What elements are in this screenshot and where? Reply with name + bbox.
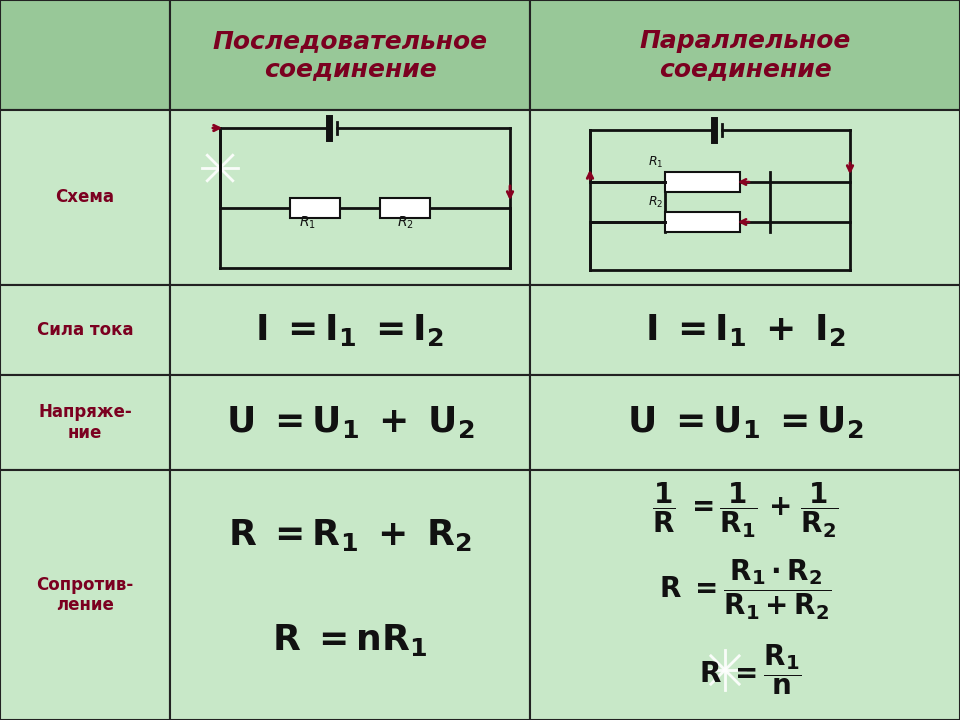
Bar: [530, 470, 960, 720]
Text: Схема: Схема: [56, 189, 114, 207]
Bar: [0, 0, 170, 110]
Bar: [170, 0, 530, 110]
Bar: [170, 110, 530, 285]
Text: $\mathbf{I\ =I_1\ +\ I_2}$: $\mathbf{I\ =I_1\ +\ I_2}$: [644, 312, 846, 348]
Text: $R_1$: $R_1$: [300, 215, 316, 231]
Text: $\mathbf{U\ =U_1\ =U_2}$: $\mathbf{U\ =U_1\ =U_2}$: [627, 405, 863, 441]
Bar: [665, 172, 740, 192]
Text: Сопротив-
ление: Сопротив- ление: [36, 575, 133, 614]
Bar: [290, 198, 340, 218]
Text: $R_2$: $R_2$: [648, 195, 663, 210]
Text: $\mathbf{R\ =nR_1}$: $\mathbf{R\ =nR_1}$: [273, 622, 428, 658]
Bar: [0, 110, 170, 285]
Bar: [380, 198, 430, 218]
Text: Сила тока: Сила тока: [36, 321, 133, 339]
Text: $\mathbf{R\ =}\dfrac{\mathbf{R_1}}{\mathbf{n}}$: $\mathbf{R\ =}\dfrac{\mathbf{R_1}}{\math…: [699, 643, 802, 697]
Bar: [170, 375, 530, 470]
Bar: [0, 285, 170, 375]
Bar: [170, 285, 530, 375]
Text: $\dfrac{\mathbf{1}}{\mathbf{R}}\ \mathbf{=}\dfrac{\mathbf{1}}{\mathbf{R_1}}\ \ma: $\dfrac{\mathbf{1}}{\mathbf{R}}\ \mathbf…: [652, 480, 838, 540]
Text: Напряже-
ние: Напряже- ние: [38, 403, 132, 442]
Text: $\mathbf{R\ =R_1\ +\ R_2}$: $\mathbf{R\ =R_1\ +\ R_2}$: [228, 517, 472, 553]
Text: Последовательное
соединение: Последовательное соединение: [212, 29, 488, 81]
Bar: [530, 110, 960, 285]
Bar: [0, 375, 170, 470]
Text: $\mathbf{I\ =I_1\ =I_2}$: $\mathbf{I\ =I_1\ =I_2}$: [255, 312, 444, 348]
Text: $\mathbf{U\ =U_1\ +\ U_2}$: $\mathbf{U\ =U_1\ +\ U_2}$: [226, 405, 474, 441]
Bar: [530, 285, 960, 375]
Text: Параллельное
соединение: Параллельное соединение: [639, 29, 851, 81]
Bar: [665, 212, 740, 232]
Text: $\mathbf{R\ =}\dfrac{\mathbf{R_1 \cdot R_2}}{\mathbf{R_1+R_2}}$: $\mathbf{R\ =}\dfrac{\mathbf{R_1 \cdot R…: [659, 558, 831, 622]
Bar: [530, 0, 960, 110]
Bar: [0, 470, 170, 720]
Bar: [530, 375, 960, 470]
Text: $R_2$: $R_2$: [396, 215, 414, 231]
Text: $R_1$: $R_1$: [648, 155, 663, 170]
Bar: [170, 470, 530, 720]
